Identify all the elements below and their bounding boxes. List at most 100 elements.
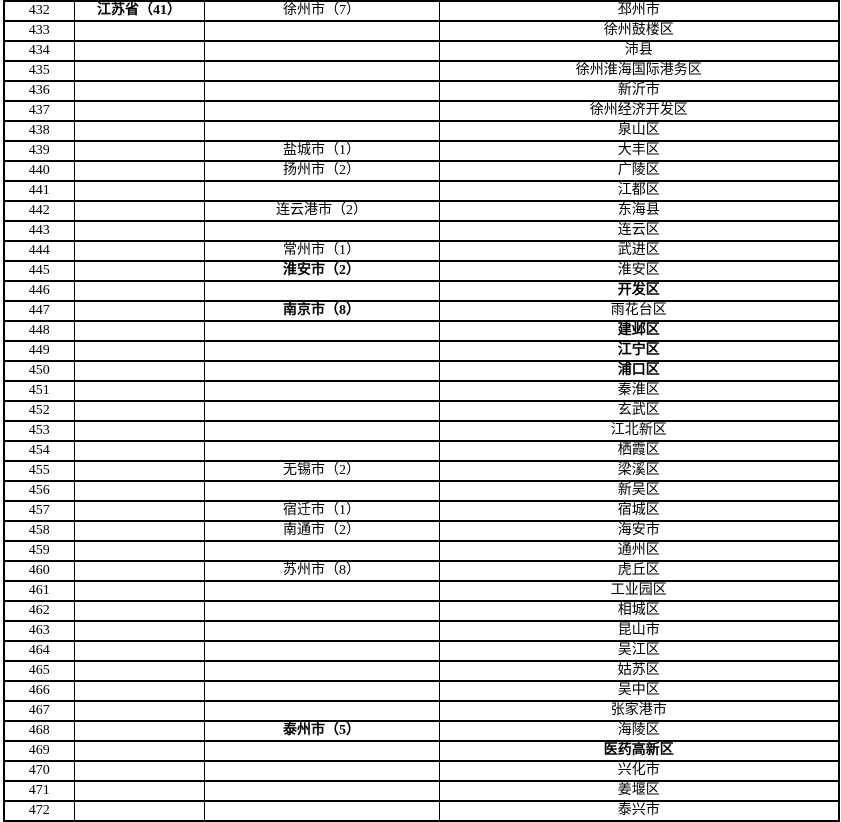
district-cell: 徐州淮海国际港务区 (438, 60, 840, 82)
row-number: 443 (3, 220, 75, 242)
district-cell: 医药高新区 (438, 740, 840, 762)
province-cell (73, 240, 205, 262)
row-number: 438 (3, 120, 75, 142)
province-cell (73, 760, 205, 782)
province-cell (73, 80, 205, 102)
province-cell (73, 360, 205, 382)
province-cell (73, 720, 205, 742)
row-number: 435 (3, 60, 75, 82)
city-cell: 苏州市（8） (203, 560, 440, 582)
city-cell: 连云港市（2） (203, 200, 440, 222)
table-row: 461 工业园区 (3, 580, 840, 602)
city-cell (203, 120, 440, 142)
table-row: 437 徐州经济开发区 (3, 100, 840, 122)
table-row: 458 南通市（2） 海安市 (3, 520, 840, 542)
city-cell: 泰州市（5） (203, 720, 440, 742)
district-cell: 广陵区 (438, 160, 840, 182)
district-cell: 江宁区 (438, 340, 840, 362)
province-cell (73, 800, 205, 822)
row-number: 457 (3, 500, 75, 522)
district-cell: 淮安区 (438, 260, 840, 282)
district-cell: 虎丘区 (438, 560, 840, 582)
table-row: 465 姑苏区 (3, 660, 840, 682)
city-cell (203, 180, 440, 202)
city-cell (203, 760, 440, 782)
province-cell (73, 20, 205, 42)
city-cell (203, 220, 440, 242)
district-cell: 徐州经济开发区 (438, 100, 840, 122)
row-number: 463 (3, 620, 75, 642)
province-cell (73, 740, 205, 762)
city-cell (203, 640, 440, 662)
district-cell: 沛县 (438, 40, 840, 62)
city-cell (203, 340, 440, 362)
province-cell (73, 400, 205, 422)
row-number: 447 (3, 300, 75, 322)
city-cell (203, 80, 440, 102)
province-cell (73, 300, 205, 322)
city-cell (203, 780, 440, 802)
province-cell (73, 620, 205, 642)
table-row: 436 新沂市 (3, 80, 840, 102)
table-row: 441 江都区 (3, 180, 840, 202)
table-row: 454 栖霞区 (3, 440, 840, 462)
region-table-body: 432 江苏省（41） 徐州市（7） 邳州市 433 徐州鼓楼区 434 沛县 435 徐州淮海国… (3, 0, 840, 822)
city-cell (203, 420, 440, 442)
district-cell: 玄武区 (438, 400, 840, 422)
district-cell: 栖霞区 (438, 440, 840, 462)
city-cell (203, 800, 440, 822)
table-row: 448 建邺区 (3, 320, 840, 342)
row-number: 436 (3, 80, 75, 102)
city-cell (203, 680, 440, 702)
table-row: 432 江苏省（41） 徐州市（7） 邳州市 (3, 0, 840, 22)
district-cell: 通州区 (438, 540, 840, 562)
district-cell: 姜堰区 (438, 780, 840, 802)
row-number: 444 (3, 240, 75, 262)
row-number: 445 (3, 260, 75, 282)
province-cell: 江苏省（41） (73, 0, 205, 22)
province-cell (73, 100, 205, 122)
district-cell: 张家港市 (438, 700, 840, 722)
province-cell (73, 480, 205, 502)
row-number: 453 (3, 420, 75, 442)
table-row: 444 常州市（1） 武进区 (3, 240, 840, 262)
city-cell: 无锡市（2） (203, 460, 440, 482)
table-row: 455 无锡市（2） 梁溪区 (3, 460, 840, 482)
table-row: 472 泰兴市 (3, 800, 840, 822)
district-cell: 江都区 (438, 180, 840, 202)
district-cell: 海陵区 (438, 720, 840, 742)
district-cell: 雨花台区 (438, 300, 840, 322)
row-number: 442 (3, 200, 75, 222)
province-cell (73, 780, 205, 802)
table-row: 451 秦淮区 (3, 380, 840, 402)
city-cell: 盐城市（1） (203, 140, 440, 162)
city-cell (203, 20, 440, 42)
table-row: 471 姜堰区 (3, 780, 840, 802)
row-number: 472 (3, 800, 75, 822)
row-number: 456 (3, 480, 75, 502)
row-number: 448 (3, 320, 75, 342)
city-cell (203, 660, 440, 682)
province-cell (73, 180, 205, 202)
row-number: 467 (3, 700, 75, 722)
city-cell (203, 60, 440, 82)
district-cell: 徐州鼓楼区 (438, 20, 840, 42)
district-cell: 梁溪区 (438, 460, 840, 482)
table-row: 435 徐州淮海国际港务区 (3, 60, 840, 82)
city-cell (203, 480, 440, 502)
province-cell (73, 580, 205, 602)
city-cell: 淮安市（2） (203, 260, 440, 282)
district-cell: 浦口区 (438, 360, 840, 382)
row-number: 432 (3, 0, 75, 22)
province-cell (73, 260, 205, 282)
province-cell (73, 380, 205, 402)
row-number: 462 (3, 600, 75, 622)
province-cell (73, 500, 205, 522)
province-cell (73, 460, 205, 482)
row-number: 466 (3, 680, 75, 702)
city-cell (203, 440, 440, 462)
city-cell (203, 600, 440, 622)
row-number: 439 (3, 140, 75, 162)
city-cell (203, 280, 440, 302)
table-row: 466 吴中区 (3, 680, 840, 702)
